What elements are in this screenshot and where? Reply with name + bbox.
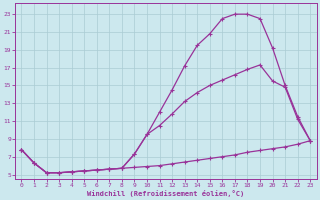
X-axis label: Windchill (Refroidissement éolien,°C): Windchill (Refroidissement éolien,°C) <box>87 190 244 197</box>
